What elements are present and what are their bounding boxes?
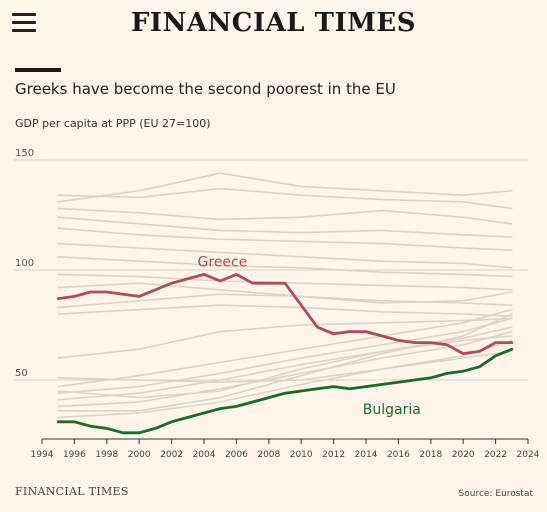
x-tick-label: 2018 [419, 450, 442, 460]
y-tick-label: 50 [15, 368, 28, 379]
country-series-line [57, 172, 513, 203]
hamburger-menu-icon[interactable] [12, 13, 36, 33]
x-tick-label: 2016 [387, 450, 410, 460]
country-series-line [57, 317, 513, 394]
x-tick-label: 2006 [225, 450, 248, 460]
chart-subtitle: GDP per capita at PPP (EU 27=100) [15, 117, 211, 130]
country-series-line [57, 350, 513, 383]
country-series-line [57, 304, 513, 317]
x-tick-label: 2020 [452, 450, 475, 460]
bulgaria-series-line [56, 347, 514, 435]
masthead-logo[interactable]: FINANCIAL TIMES [130, 8, 417, 38]
top-bar: FINANCIAL TIMES [0, 0, 547, 56]
country-series-line [57, 339, 513, 419]
country-series-line [57, 326, 513, 401]
country-series-line [57, 308, 513, 388]
bulgaria-series-label: Bulgaria [363, 402, 421, 418]
x-tick-label: 2002 [160, 450, 183, 460]
greece-series-line [56, 273, 514, 355]
country-series-line [57, 313, 513, 412]
x-tick-label: 2004 [193, 450, 216, 460]
line-chart: 50 100 150 1994 1996 1998 2000 2002 2004 2006 2008… [14, 148, 540, 460]
y-tick-label: 150 [15, 148, 34, 159]
country-series-line [57, 317, 513, 359]
x-tick-label: 2012 [322, 450, 345, 460]
headline-rule [15, 68, 61, 72]
x-tick-label: 2014 [355, 450, 378, 460]
country-series-line [57, 273, 513, 291]
x-tick-label: 1998 [95, 450, 118, 460]
country-series-line [57, 242, 513, 269]
x-tick-label: 2010 [290, 450, 313, 460]
x-tick-label: 2008 [257, 450, 280, 460]
x-tick-label: 2024 [517, 450, 540, 460]
y-tick-label: 100 [15, 258, 34, 269]
x-tick-label: 2000 [128, 450, 151, 460]
greece-series-label: Greece [198, 255, 248, 271]
country-series-line [57, 227, 513, 251]
footer-brand: FINANCIAL TIMES [15, 485, 129, 498]
x-tick-label: 1996 [63, 450, 86, 460]
x-tick-label: 1994 [31, 450, 54, 460]
source-note: Source: Eurostat [458, 489, 533, 499]
country-series-line [57, 282, 513, 304]
country-series-line [57, 187, 513, 210]
country-series-line [57, 256, 513, 278]
country-series-line [57, 216, 513, 238]
country-series-line [57, 207, 513, 225]
country-series-line [57, 330, 513, 408]
country-series-line [57, 335, 513, 399]
chart-headline: Greeks have become the second poorest in… [15, 80, 396, 98]
x-tick-label: 2022 [484, 450, 507, 460]
